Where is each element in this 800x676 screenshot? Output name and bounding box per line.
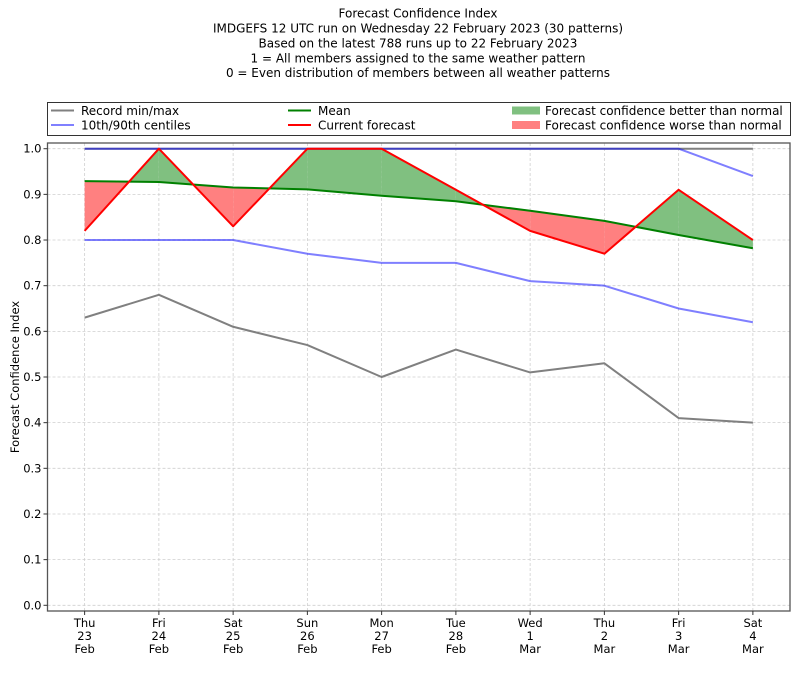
legend-label-centiles: 10th/90th centiles (81, 119, 191, 133)
fill-better-than-normal (678, 189, 753, 249)
x-tick-label-line: Sat (743, 616, 762, 630)
fill-worse-than-normal (604, 220, 636, 254)
fill-better-than-normal (381, 148, 456, 202)
x-tick-label-line: Mar (519, 642, 541, 656)
legend-label-worse: Forecast confidence worse than normal (545, 119, 782, 133)
x-tick-label-line: Mar (742, 642, 764, 656)
x-tick-label-line: Thu (593, 616, 616, 630)
x-tick-label-line: Tue (445, 616, 466, 630)
series-line-current-forecast (83, 147, 754, 255)
legend: Record min/max 10th/90th centiles Mean C… (47, 102, 791, 136)
x-tick-label-line: Thu (73, 616, 96, 630)
legend-label-better: Forecast confidence better than normal (545, 104, 783, 118)
title-line-2: IMDGEFS 12 UTC run on Wednesday 22 Febru… (213, 22, 623, 36)
x-tick-label-line: Sat (224, 616, 243, 630)
legend-patch-worse (512, 121, 540, 129)
x-tick-label-line: Feb (297, 642, 317, 656)
x-tick-label-line: 25 (226, 629, 241, 643)
x-tick-label-line: 27 (374, 629, 389, 643)
x-tick-label-line: Feb (446, 642, 466, 656)
x-tick-label-line: 2 (601, 629, 608, 643)
y-tick-label: 0.7 (23, 279, 41, 293)
fill-worse-than-normal (530, 210, 605, 254)
y-tick-label: 0.1 (23, 553, 41, 567)
y-axis-label: Forecast Confidence Index (8, 301, 22, 453)
x-tick-label-line: 4 (749, 629, 756, 643)
series-line-mean (84, 180, 754, 250)
x-tick-label-line: Mar (668, 642, 690, 656)
y-axis: 0.0 0.1 0.2 0.3 0.4 0.5 0.6 0.7 0.8 0.9 1.0 (23, 142, 48, 612)
title-line-3: Based on the latest 788 runs up to 22 Fe… (259, 37, 578, 51)
x-tick-label-line: Fri (152, 616, 166, 630)
legend-patch-better (512, 106, 540, 115)
legend-label-current-forecast: Current forecast (318, 119, 416, 133)
y-tick-label: 0.6 (23, 324, 41, 338)
title-line-4: 1 = All members assigned to the same wea… (251, 52, 586, 66)
x-tick-label-line: Feb (149, 642, 169, 656)
x-tick-label-line: 28 (449, 629, 464, 643)
fill-better-than-normal (307, 148, 382, 196)
legend-label-mean: Mean (318, 104, 351, 118)
y-tick-label: 0.5 (23, 370, 41, 384)
y-tick-label: 0.4 (23, 416, 41, 430)
legend-box (47, 102, 791, 136)
series-line-90th-centile (84, 147, 754, 178)
y-tick-label: 1.0 (23, 142, 41, 156)
y-tick-label: 0.9 (23, 187, 41, 201)
series-lines (83, 147, 754, 424)
series-line-10th-centile (84, 239, 754, 324)
x-tick-label-line: Wed (518, 616, 543, 630)
legend-label-record-minmax: Record min/max (81, 104, 179, 118)
x-tick-label-line: Fri (672, 616, 686, 630)
series-line-record-min (84, 293, 753, 424)
x-tick-label-line: 24 (152, 629, 167, 643)
x-axis: Thu23FebFri24FebSat25FebSun26FebMon27Feb… (73, 611, 764, 656)
fill-better-than-normal (635, 189, 679, 235)
x-tick-label-line: 1 (526, 629, 533, 643)
x-tick-label-line: Mon (370, 616, 394, 630)
y-tick-label: 0.8 (23, 233, 41, 247)
chart-title: Forecast Confidence Index IMDGEFS 12 UTC… (213, 7, 623, 81)
x-tick-label-line: Mar (594, 642, 616, 656)
x-tick-label-line: 26 (300, 629, 315, 643)
title-line-5: 0 = Even distribution of members between… (226, 66, 610, 80)
x-tick-label-line: 23 (77, 629, 92, 643)
title-line-1: Forecast Confidence Index (339, 7, 498, 21)
y-tick-label: 0.0 (23, 598, 41, 612)
x-tick-label-line: Sun (296, 616, 318, 630)
x-tick-label-line: Feb (74, 642, 94, 656)
x-tick-label-line: Feb (371, 642, 391, 656)
y-tick-label: 0.2 (23, 507, 41, 521)
x-tick-label-line: Feb (223, 642, 243, 656)
x-tick-label-line: 3 (675, 629, 682, 643)
y-tick-label: 0.3 (23, 461, 41, 475)
